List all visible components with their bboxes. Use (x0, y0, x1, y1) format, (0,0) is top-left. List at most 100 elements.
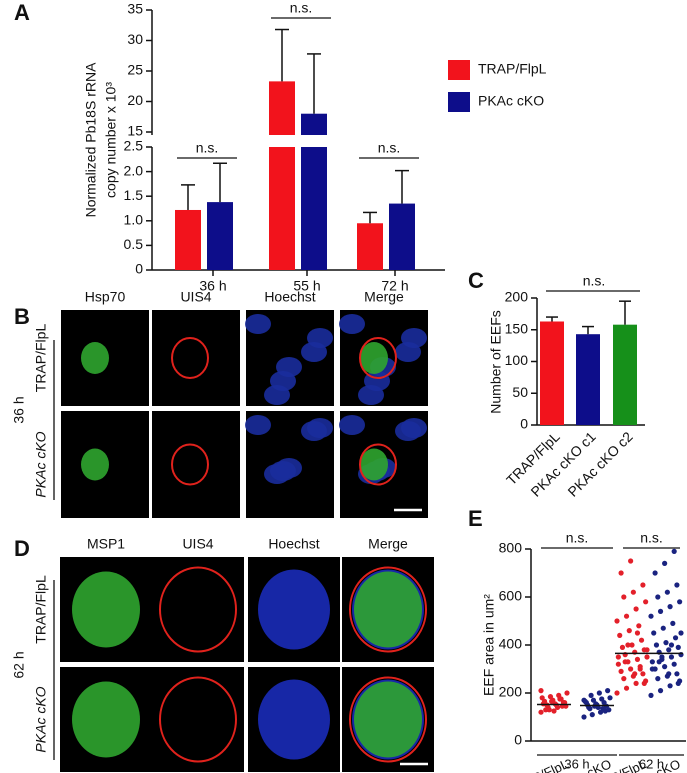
micrograph (245, 310, 334, 406)
data-point (675, 680, 681, 687)
pvm-signal (159, 566, 237, 653)
data-point (614, 618, 620, 624)
bar (269, 147, 295, 270)
data-point (622, 659, 628, 665)
y-axis-label: copy number x 10³ (103, 82, 119, 198)
data-point (549, 698, 555, 705)
data-point (628, 558, 634, 564)
data-point (618, 668, 624, 675)
data-point (668, 654, 675, 660)
ns-label: n.s. (290, 0, 313, 16)
data-point (653, 642, 660, 648)
data-point (623, 613, 630, 619)
data-point (564, 690, 570, 696)
bar (301, 147, 327, 270)
bar (540, 321, 564, 425)
ns-label: n.s. (378, 140, 401, 156)
data-point (628, 666, 634, 672)
data-point (607, 695, 613, 701)
legend-label: PKAc cKO (478, 93, 544, 109)
y-tick-label: 35 (127, 1, 143, 17)
image-bg (152, 310, 240, 406)
x-tick-label: 36 h (199, 278, 226, 294)
data-point (600, 706, 606, 712)
legend-swatch (448, 60, 470, 80)
data-point (599, 696, 605, 702)
column-header: MSP1 (87, 536, 125, 552)
y-tick-label: 25 (127, 62, 143, 78)
micrograph (339, 411, 428, 518)
data-point (636, 623, 642, 629)
data-point (581, 697, 587, 703)
panel-letter: C (468, 268, 484, 293)
column-header: Merge (364, 289, 404, 305)
data-point (678, 630, 684, 636)
y-tick-label: 200 (499, 684, 523, 700)
data-point (625, 642, 631, 648)
group-label: 62 h (639, 756, 664, 771)
parasite-signal (354, 681, 422, 758)
data-point (638, 637, 645, 643)
y-tick-label: 200 (505, 289, 529, 305)
data-point (649, 666, 655, 672)
data-point (629, 642, 635, 648)
y-tick-label: 0 (514, 732, 522, 748)
data-point (618, 570, 624, 576)
data-point (657, 688, 664, 694)
data-point (666, 671, 672, 677)
image-bg (152, 411, 240, 518)
bar (207, 202, 233, 270)
data-point (655, 676, 661, 682)
bar (175, 209, 201, 270)
y-tick-label: 30 (127, 31, 143, 47)
parasite-signal (360, 448, 388, 481)
nucleus (258, 679, 330, 760)
data-point (589, 712, 595, 718)
row-label: TRAP/FlpL (33, 575, 49, 644)
micrograph (61, 411, 149, 518)
data-point (652, 570, 658, 576)
column-header: Hsp70 (85, 289, 126, 305)
data-point (615, 654, 621, 660)
micrograph (342, 557, 434, 662)
ns-label: n.s. (583, 273, 606, 289)
micrograph (248, 557, 340, 662)
y-tick-label: 400 (499, 636, 523, 652)
nucleus (301, 342, 327, 362)
data-point (677, 599, 683, 605)
data-point (648, 692, 654, 699)
micrograph (61, 310, 149, 406)
data-point (538, 688, 544, 694)
data-point (640, 671, 646, 677)
data-point (667, 604, 673, 610)
data-point (644, 647, 650, 653)
y-tick-label: 20 (127, 92, 143, 108)
panel-letter: B (14, 304, 30, 329)
data-point (651, 630, 657, 636)
row-label: PKAc cKO (33, 431, 49, 497)
data-point (623, 685, 630, 691)
micrograph (152, 667, 244, 772)
data-point (671, 548, 677, 555)
data-point (667, 683, 673, 689)
column-header: Merge (368, 536, 408, 552)
data-point (557, 696, 563, 702)
data-point (660, 625, 666, 631)
data-point (615, 661, 621, 667)
data-point (671, 661, 677, 667)
micrograph (152, 557, 244, 662)
column-header: UIS4 (182, 536, 213, 552)
pvm-signal (171, 443, 209, 486)
bar (301, 113, 327, 135)
y-tick-label: 1.5 (124, 187, 144, 203)
row-label: TRAP/FlpL (33, 324, 49, 393)
data-point (596, 690, 602, 696)
data-point (663, 640, 669, 646)
column-header: Hoechst (268, 536, 319, 552)
data-point (617, 632, 623, 639)
nucleus (245, 415, 271, 435)
y-axis-label: Number of EEFs (488, 310, 504, 413)
data-point (637, 666, 643, 672)
column-header: Hoechst (264, 289, 315, 305)
